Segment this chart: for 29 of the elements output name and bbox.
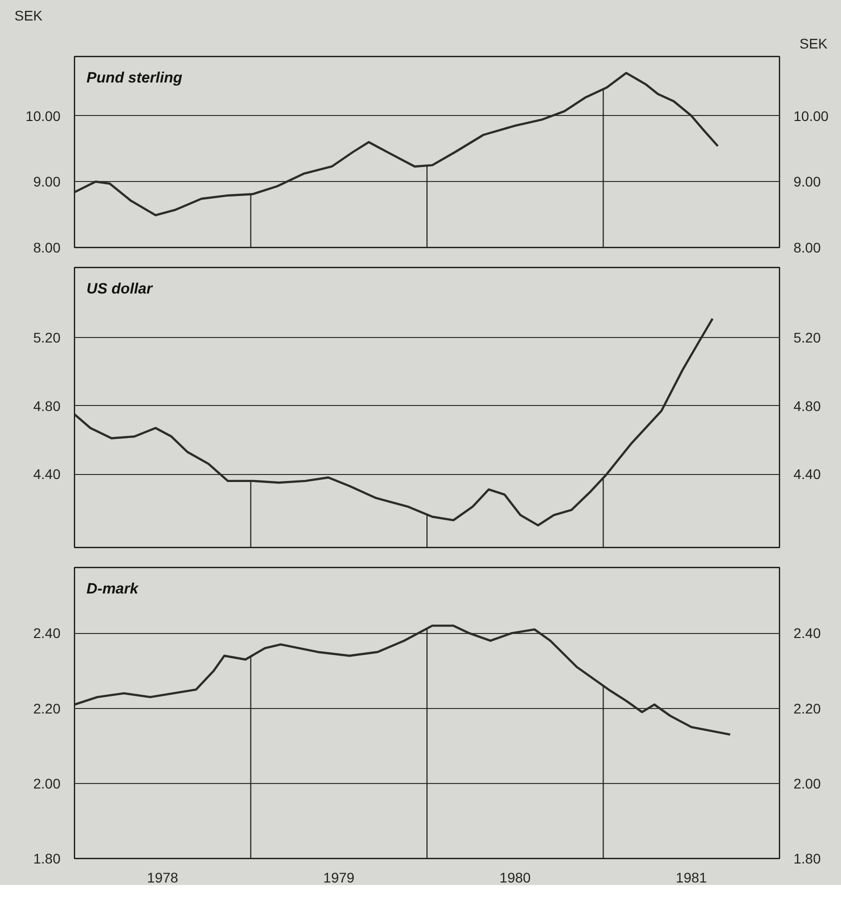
y-tick-label: 2.20	[33, 700, 61, 716]
y2-tick-label: 4.40	[794, 466, 821, 482]
y2-tick-label: 4.80	[794, 398, 821, 414]
y2-tick-label: 10.00	[794, 108, 829, 124]
x-tick-label: 1981	[676, 870, 708, 886]
y-tick-label: 1.80	[33, 850, 61, 866]
x-tick-label: 1980	[500, 870, 531, 886]
y2-tick-label: 2.20	[794, 700, 821, 716]
y-tick-label: 8.00	[33, 240, 61, 256]
text: US dollar	[86, 280, 154, 298]
x-tick-label: 1979	[323, 870, 355, 886]
text: D-mark	[86, 580, 139, 598]
y-tick-label: 4.80	[33, 398, 61, 414]
y-tick-label: 9.00	[33, 174, 61, 190]
y2-axis-title: SEK	[799, 36, 828, 52]
y2-tick-label: 8.00	[794, 240, 821, 256]
y-tick-label: 10.00	[25, 108, 61, 124]
y2-tick-label: 9.00	[794, 174, 821, 190]
y-tick-label: 5.20	[33, 330, 61, 346]
x-tick-label: 1978	[147, 870, 178, 886]
y2-tick-label: 5.20	[794, 330, 821, 346]
y-tick-label: 4.40	[33, 466, 61, 482]
y-axis-title: SEK	[14, 8, 44, 24]
y2-tick-label: 2.00	[794, 775, 821, 792]
y2-tick-label: 1.80	[794, 850, 821, 866]
y2-tick-label: 2.40	[794, 625, 821, 642]
text: Pund sterling	[86, 70, 182, 86]
y-tick-label: 2.00	[33, 775, 61, 792]
y-tick-label: 2.40	[33, 625, 61, 642]
